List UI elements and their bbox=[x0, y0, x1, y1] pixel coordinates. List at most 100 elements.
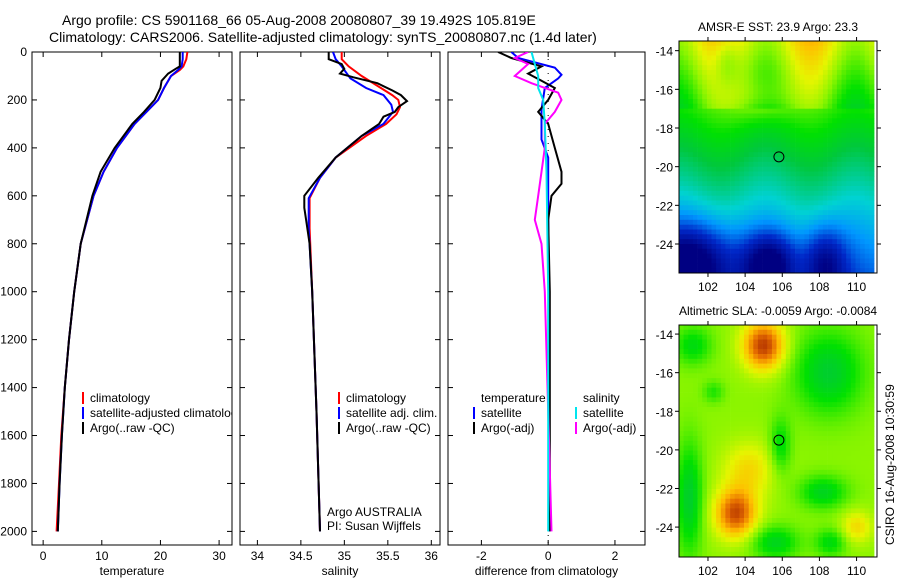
heatmap-cell bbox=[813, 248, 819, 254]
heatmap-cell bbox=[864, 239, 870, 245]
heatmap-cell bbox=[692, 41, 698, 47]
heatmap-cell bbox=[846, 234, 852, 240]
heatmap-cell bbox=[711, 60, 717, 66]
heatmap-cell bbox=[720, 382, 726, 389]
heatmap-cell bbox=[730, 176, 736, 182]
heatmap-cell bbox=[869, 166, 875, 172]
x-tick-label: 108 bbox=[809, 564, 829, 578]
heatmap-cell bbox=[692, 426, 698, 432]
heatmap-cell bbox=[822, 215, 828, 221]
heatmap-cell bbox=[818, 137, 824, 143]
heatmap-cell bbox=[827, 215, 833, 221]
heatmap-cell bbox=[734, 542, 740, 548]
heatmap-cell bbox=[841, 84, 847, 90]
heatmap-cell bbox=[762, 70, 768, 76]
heatmap-cell bbox=[720, 65, 726, 71]
heatmap-cell bbox=[730, 147, 736, 153]
heatmap-cell bbox=[832, 373, 838, 379]
heatmap-cell bbox=[790, 205, 796, 211]
heatmap-cell bbox=[739, 378, 745, 384]
heatmap-cell bbox=[795, 542, 801, 548]
heatmap-cell bbox=[734, 253, 740, 259]
heatmap-cell bbox=[757, 205, 763, 211]
heatmap-cell bbox=[795, 219, 801, 225]
heatmap-cell bbox=[716, 244, 722, 250]
heatmap-cell bbox=[776, 503, 782, 509]
heatmap-cell bbox=[679, 50, 684, 56]
heatmap-cell bbox=[827, 334, 833, 340]
heatmap-cell bbox=[855, 55, 861, 61]
heatmap-cell bbox=[692, 522, 698, 528]
heatmap-cell bbox=[697, 508, 703, 514]
heatmap-cell bbox=[832, 325, 838, 331]
heatmap-cell bbox=[767, 547, 773, 553]
heatmap-cell bbox=[804, 464, 810, 471]
heatmap-cell bbox=[753, 421, 759, 427]
heatmap-cell bbox=[679, 103, 684, 109]
heatmap-cell bbox=[720, 118, 726, 124]
heatmap-cell bbox=[790, 190, 796, 196]
heatmap-cell bbox=[846, 132, 852, 138]
heatmap-cell bbox=[734, 344, 740, 350]
heatmap-cell bbox=[753, 532, 759, 538]
heatmap-cell bbox=[790, 522, 796, 528]
heatmap-cell bbox=[846, 479, 852, 485]
heatmap-cell bbox=[776, 41, 782, 47]
heatmap-cell bbox=[725, 248, 731, 254]
heatmap-cell bbox=[864, 503, 870, 509]
heatmap-cell bbox=[832, 94, 838, 100]
heatmap-cell bbox=[688, 464, 694, 471]
heatmap-cell bbox=[818, 503, 824, 509]
heatmap-cell bbox=[795, 378, 801, 384]
heatmap-cell bbox=[706, 354, 712, 360]
heatmap-cell bbox=[767, 263, 773, 269]
heatmap-cell bbox=[720, 55, 726, 61]
heatmap-cell bbox=[771, 186, 777, 192]
heatmap-cell bbox=[771, 195, 777, 201]
heatmap-cell bbox=[744, 74, 749, 80]
heatmap-cell bbox=[827, 210, 833, 216]
heatmap-cell bbox=[679, 258, 684, 264]
heatmap-cell bbox=[748, 132, 754, 138]
heatmap-cell bbox=[748, 195, 754, 201]
heatmap-cell bbox=[730, 344, 736, 350]
heatmap-cell bbox=[767, 445, 773, 451]
heatmap-cell bbox=[688, 94, 694, 100]
heatmap-cell bbox=[720, 128, 726, 134]
heatmap-cell bbox=[739, 329, 745, 335]
heatmap-cell bbox=[739, 537, 745, 543]
heatmap-cell bbox=[785, 329, 791, 335]
heatmap-cell bbox=[757, 74, 763, 80]
heatmap-cell bbox=[716, 537, 722, 543]
heatmap-cell bbox=[809, 176, 814, 182]
heatmap-cell bbox=[804, 334, 810, 340]
heatmap-cell bbox=[846, 186, 852, 192]
heatmap-cell bbox=[748, 45, 754, 51]
heatmap-cell bbox=[767, 239, 773, 245]
heatmap-cell bbox=[720, 474, 726, 480]
heatmap-cell bbox=[716, 65, 722, 71]
heatmap-cell bbox=[822, 147, 828, 153]
heatmap-cell bbox=[725, 440, 731, 446]
heatmap-cell bbox=[753, 229, 759, 235]
heatmap-cell bbox=[799, 99, 805, 105]
heatmap-cell bbox=[827, 329, 833, 335]
heatmap-cell bbox=[776, 118, 782, 124]
heatmap-cell bbox=[804, 161, 810, 167]
heatmap-cell bbox=[822, 493, 828, 500]
heatmap-cell bbox=[790, 152, 796, 158]
heatmap-cell bbox=[716, 263, 722, 269]
heatmap-cell bbox=[776, 60, 782, 66]
heatmap-cell bbox=[697, 234, 703, 240]
heatmap-cell bbox=[748, 147, 754, 153]
heatmap-cell bbox=[822, 508, 828, 514]
x-tick-label: 0 bbox=[545, 549, 552, 563]
heatmap-cell bbox=[855, 181, 861, 187]
heatmap-cell bbox=[860, 532, 866, 538]
heatmap-cell bbox=[855, 354, 861, 360]
heatmap-cell bbox=[864, 460, 870, 466]
heatmap-cell bbox=[822, 363, 828, 369]
heatmap-cell bbox=[692, 503, 698, 509]
heatmap-cell bbox=[730, 532, 736, 538]
heatmap-cell bbox=[846, 358, 852, 364]
